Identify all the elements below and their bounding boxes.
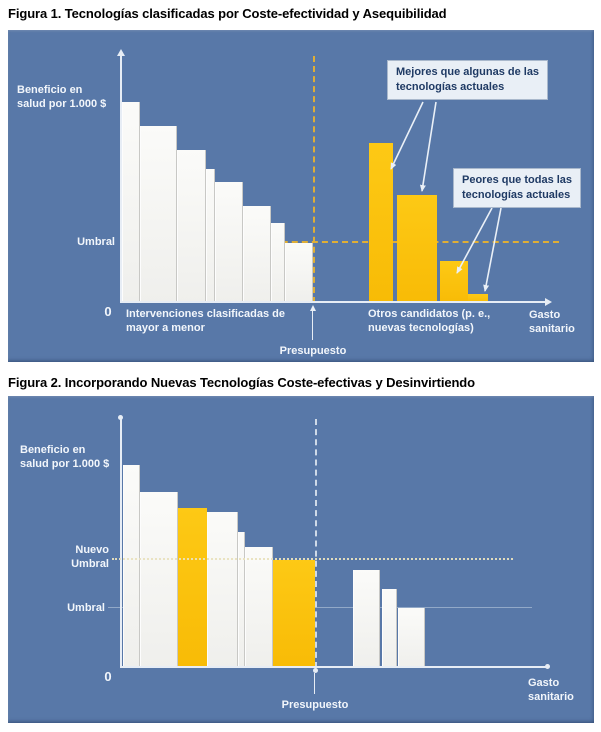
- highlighted-technology-bar: [178, 508, 207, 668]
- budget-pointer-line: [312, 311, 313, 340]
- y-axis-label: Beneficio en salud por 1.000 $: [20, 444, 110, 471]
- technology-bar: [398, 608, 425, 668]
- highlighted-technology-bar: [440, 261, 468, 303]
- budget-pointer-arrow-icon: [310, 305, 316, 311]
- callout-mejores: Mejores que algunas de las tecnologías a…: [387, 60, 549, 100]
- technology-bar: [271, 223, 285, 303]
- technology-bar: [215, 182, 243, 303]
- technology-bar: [140, 126, 177, 303]
- technology-bar: [177, 150, 206, 303]
- technology-bar: [243, 206, 271, 303]
- umbral-label: Umbral: [77, 236, 115, 248]
- y-axis: [120, 56, 122, 302]
- presupuesto-budget-line: [315, 419, 317, 668]
- technology-bar: [122, 102, 140, 303]
- figure1-chart-panel: Beneficio en salud por 1.000 $ Umbral 0 …: [8, 30, 594, 362]
- nuevo-umbral-label: Nuevo Umbral: [71, 544, 109, 571]
- figure2-chart-panel: Beneficio en salud por 1.000 $ Nuevo Umb…: [8, 396, 594, 723]
- origin-label: 0: [104, 304, 112, 319]
- highlighted-technology-bar: [468, 294, 488, 303]
- umbral-threshold-line: [121, 241, 559, 243]
- technology-bar: [238, 532, 245, 668]
- presupuesto-label: Presupuesto: [281, 699, 349, 711]
- presupuesto-budget-line: [313, 56, 315, 303]
- presupuesto-label: Presupuesto: [279, 345, 347, 357]
- highlighted-technology-bar: [397, 195, 437, 303]
- technology-bar: [140, 492, 178, 668]
- x-axis-end-dot-icon: [545, 664, 550, 669]
- y-axis-end-dot-icon: [118, 415, 123, 420]
- technology-bar: [207, 512, 238, 668]
- technology-bar: [285, 243, 313, 303]
- nuevo-umbral-line: [112, 558, 513, 560]
- figure2-title: Figura 2. Incorporando Nuevas Tecnología…: [8, 375, 475, 390]
- highlighted-technology-bar: [273, 560, 315, 668]
- umbral-label: Umbral: [67, 602, 105, 614]
- figure2-plot-area: [8, 396, 594, 668]
- x-axis: [120, 301, 546, 303]
- technology-bar: [123, 465, 140, 668]
- budget-pointer-dot-icon: [313, 668, 318, 673]
- y-axis-arrow-icon: [117, 49, 125, 56]
- x-axis: [120, 666, 548, 668]
- technology-bar: [382, 589, 397, 668]
- budget-pointer-line: [314, 673, 315, 694]
- figure1-plot-area: [8, 30, 594, 303]
- callout-peores: Peores que todas las tecnologías actuale…: [453, 168, 582, 208]
- figure1-title: Figura 1. Tecnologías clasificadas por C…: [8, 6, 447, 21]
- technology-bar: [353, 570, 380, 668]
- x-axis-label: Gasto sanitario: [528, 677, 574, 704]
- y-axis: [120, 419, 122, 667]
- y-axis-label: Beneficio en salud por 1.000 $: [17, 84, 107, 111]
- highlighted-technology-bar: [369, 143, 393, 303]
- x-axis-arrow-icon: [545, 298, 552, 306]
- technology-bar: [206, 169, 215, 303]
- right-group-label: Otros candidatos (p. e., nuevas tecnolog…: [368, 308, 491, 335]
- left-group-label: Intervenciones clasificadas de mayor a m…: [126, 308, 285, 335]
- technology-bar: [245, 547, 273, 668]
- origin-label: 0: [104, 669, 112, 684]
- umbral-line: [108, 607, 532, 608]
- x-axis-label: Gasto sanitario: [529, 309, 575, 336]
